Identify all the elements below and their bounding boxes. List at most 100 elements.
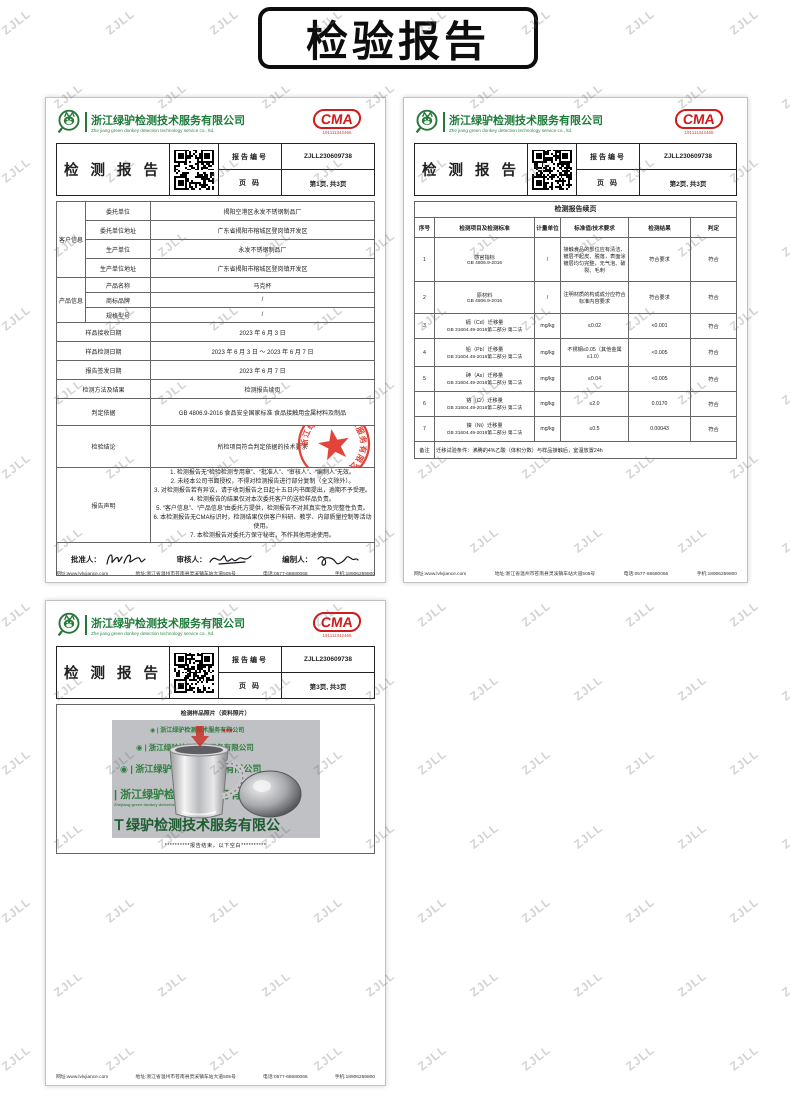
- svg-text:●●●: ●●●: [222, 728, 233, 734]
- field-value: 揭阳空港区永发不锈钢制品厂: [150, 201, 375, 221]
- footer-phone: 电话:0577-68680066: [263, 1075, 308, 1080]
- doc-title: 检 测 报 告: [56, 646, 170, 699]
- company-logo-icon: [415, 109, 438, 134]
- doc-title: 检 测 报 告: [56, 143, 170, 196]
- company-name-en: Zhe jiang green donkey detection technol…: [91, 127, 215, 133]
- divider: [85, 112, 87, 132]
- doc-title: 检 测 报 告: [414, 143, 528, 196]
- divider: [443, 112, 445, 132]
- contact-footer: 网址:www.lvlvjiance.com 地址:浙江省温州市苍南县灵溪镇车站大…: [56, 1073, 375, 1080]
- footer-phone: 电话:0577-68680066: [623, 572, 669, 577]
- page-title: 检验报告: [258, 7, 538, 69]
- field-label: 产品名称: [85, 277, 151, 293]
- report-end-line: **********报告结束，以下空白**********: [164, 843, 267, 849]
- report-header-table: 检 测 报 告 报告编号 ZJLL230609738 页 码 第1页, 共3页: [56, 143, 375, 196]
- field-label: 商标品牌: [85, 292, 151, 308]
- continuation-title: 检测报告续页: [414, 201, 737, 218]
- field-label: 委托单位: [85, 201, 151, 221]
- report-letterhead: 浙江绿驴检测技术服务有限公司 Zhe jiang green donkey de…: [56, 609, 375, 641]
- footer-address: 地址:浙江省温州市苍南县灵溪镇车站大道505号: [135, 572, 236, 577]
- cma-mark: CMA 191111342465: [674, 109, 737, 135]
- cma-number: 191111342465: [322, 633, 352, 638]
- field-label: 生产单位: [85, 239, 151, 259]
- company-name: 浙江绿驴检测技术服务有限公司: [91, 617, 245, 630]
- table-row: 2 原材料 GB 4806.9-2016 /注明材质的构成成分应符合标准内容要求 …: [414, 281, 737, 314]
- photo-title: 检测样品照片（资料照片）: [180, 711, 251, 717]
- report-no: ZJLL230609738: [639, 143, 737, 170]
- approver-label: 批准人：: [70, 554, 101, 564]
- page-no: 第3页, 共3页: [281, 672, 375, 699]
- field-label: 规格型号: [85, 307, 151, 323]
- cma-mark: CMA 191111342465: [312, 612, 375, 638]
- footer-website: 网址:www.lvlvjiance.com: [56, 1075, 109, 1080]
- company-logo-icon: [57, 612, 80, 637]
- cma-logo: CMA: [674, 109, 725, 129]
- company-name-en: Zhe jiang green donkey detection technol…: [449, 127, 573, 133]
- compiler-signature: [317, 556, 359, 566]
- cma-logo: CMA: [312, 612, 363, 632]
- field-value: 2023 年 6 月 7 日: [150, 360, 375, 380]
- field-value: 2023 年 6 月 3 日: [150, 322, 375, 342]
- page-no-label: 页 码: [218, 169, 282, 196]
- remark-text: 迁移试验条件：沸腾的4%乙酸（体积分数）与样品接触后，室温放置24h: [434, 441, 737, 459]
- footer-address: 地址:浙江省温州市苍南县灵溪镇车站大道505号: [494, 572, 596, 577]
- company-name: 浙江绿驴检测技术服务有限公司: [91, 114, 245, 127]
- report-letterhead: 浙江绿驴检测技术服务有限公司 Zhe jiang green donkey de…: [56, 106, 375, 138]
- svg-text:Zhejiang green donkey detectio: Zhejiang green donkey detection technolo…: [114, 802, 215, 807]
- report-no-label: 报告编号: [218, 143, 282, 170]
- footer-website: 网址:www.lvlvjiance.com: [414, 572, 467, 577]
- field-value: 检测报告续页: [150, 379, 375, 399]
- footer-address: 地址:浙江省温州市苍南县灵溪镇车站大道505号: [135, 1075, 236, 1080]
- contact-footer: 网址:www.lvlvjiance.com 地址:浙江省温州市苍南县灵溪镇车站大…: [414, 570, 737, 577]
- report-statements: 1. 检测报告无“检验检测专用章”、“批准人”、“审核人”、“编制人”无效。 2.…: [150, 467, 375, 543]
- qr-code: [532, 149, 572, 190]
- footer-mobile: 手机:18906259800: [696, 572, 737, 577]
- footer-mobile: 手机:18906259800: [334, 572, 375, 577]
- qr-code: [174, 652, 214, 693]
- conclusion-text: 所检项目符合判定依据的技术要求: [217, 445, 308, 451]
- inspection-seal: 浙江绿驴检测技术服务有限公司 检验检测专用章: [294, 426, 374, 467]
- report-page-1: 浙江绿驴检测技术服务有限公司 Zhe jiang green donkey de…: [45, 97, 386, 583]
- product-name: 马克杯: [150, 277, 375, 293]
- compiler-label: 编制人：: [282, 554, 313, 564]
- judgment-basis: GB 4806.9-2016 食品安全国家标准 食品接触用金属材料及制品: [150, 398, 375, 426]
- cma-number: 191111342465: [684, 130, 714, 135]
- cma-logo: CMA: [312, 109, 363, 129]
- field-value: 2023 年 6 月 3 日 ～ 2023 年 6 月 7 日: [150, 341, 375, 361]
- table-row: 1 感官指标 GB 4806.9-2016 /接触食品的部位应有清洁、镀层不起皮、…: [414, 237, 737, 282]
- footer-mobile: 手机:18906259800: [334, 1075, 375, 1080]
- test-results-table: 序号 检测项目及检测标准 计量单位 标准值/技术要求 检测结果 判定 1 感官指标 GB…: [414, 217, 737, 459]
- field-label: 判定依据: [56, 398, 151, 426]
- company-logo-icon: [57, 109, 80, 134]
- table-row: 5 砷（As）迁移量 GB 31604.49-2016第二部分 第二法 mg/kg…: [414, 366, 737, 392]
- report-no: ZJLL230609738: [281, 646, 375, 673]
- remark-label: 备注: [414, 441, 435, 459]
- cma-number: 191111342465: [322, 130, 352, 135]
- table-header-row: 序号 检测项目及检测标准 计量单位 标准值/技术要求 检测结果 判定: [414, 217, 737, 238]
- divider: [85, 615, 87, 635]
- field-label: 委托单位地址: [85, 220, 151, 240]
- table-row: 6 铬（Cr）迁移量 GB 31604.49-2016第二部分 第二法 mg/kg…: [414, 391, 737, 417]
- table-row: 4 铅（Pb）迁移量 GB 31604.49-2016第二部分 第二法 mg/kg…: [414, 338, 737, 367]
- report-header-table: 检 测 报 告 报告编号 ZJLL230609738 页 码 第3页, 共3页: [56, 646, 375, 699]
- report-header-table: 检 测 报 告 报告编号 ZJLL230609738 页 码 第2页, 共3页: [414, 143, 737, 196]
- field-label: 检测方法及结果: [56, 379, 151, 399]
- remark-row: 备注 迁移试验条件：沸腾的4%乙酸（体积分数）与样品接触后，室温放置24h: [414, 441, 737, 459]
- sample-photo: ◉ | 浙江绿驴检测技术服务有限公司 ●●● ◉ | 浙江绿驴检测技术服务有限公…: [111, 720, 320, 838]
- sample-info-table: 客户信息 委托单位 揭阳空港区永发不锈钢制品厂 委托单位地址 广东省揭阳市榕城区登岗…: [56, 201, 375, 543]
- approver-signature: [106, 554, 146, 565]
- report-no: ZJLL230609738: [281, 143, 375, 170]
- group-product-info: 产品信息: [56, 277, 86, 323]
- footer-phone: 电话:0577-68680066: [263, 572, 308, 577]
- page-no-label: 页 码: [218, 672, 282, 699]
- footer-website: 网址:www.lvlvjiance.com: [56, 572, 109, 577]
- company-name: 浙江绿驴检测技术服务有限公司: [449, 114, 603, 127]
- qr-code: [174, 149, 214, 190]
- report-page-3: 浙江绿驴检测技术服务有限公司 Zhe jiang green donkey de…: [45, 600, 386, 1086]
- group-customer-info: 客户信息: [56, 201, 86, 278]
- page-no-label: 页 码: [576, 169, 640, 196]
- reviewer-signature: [209, 555, 253, 565]
- signature-row: 批准人： 审核人： 编制人：: [56, 543, 375, 576]
- field-value: 永发不锈钢制品厂: [150, 239, 375, 259]
- field-label: 检验结论: [56, 425, 151, 468]
